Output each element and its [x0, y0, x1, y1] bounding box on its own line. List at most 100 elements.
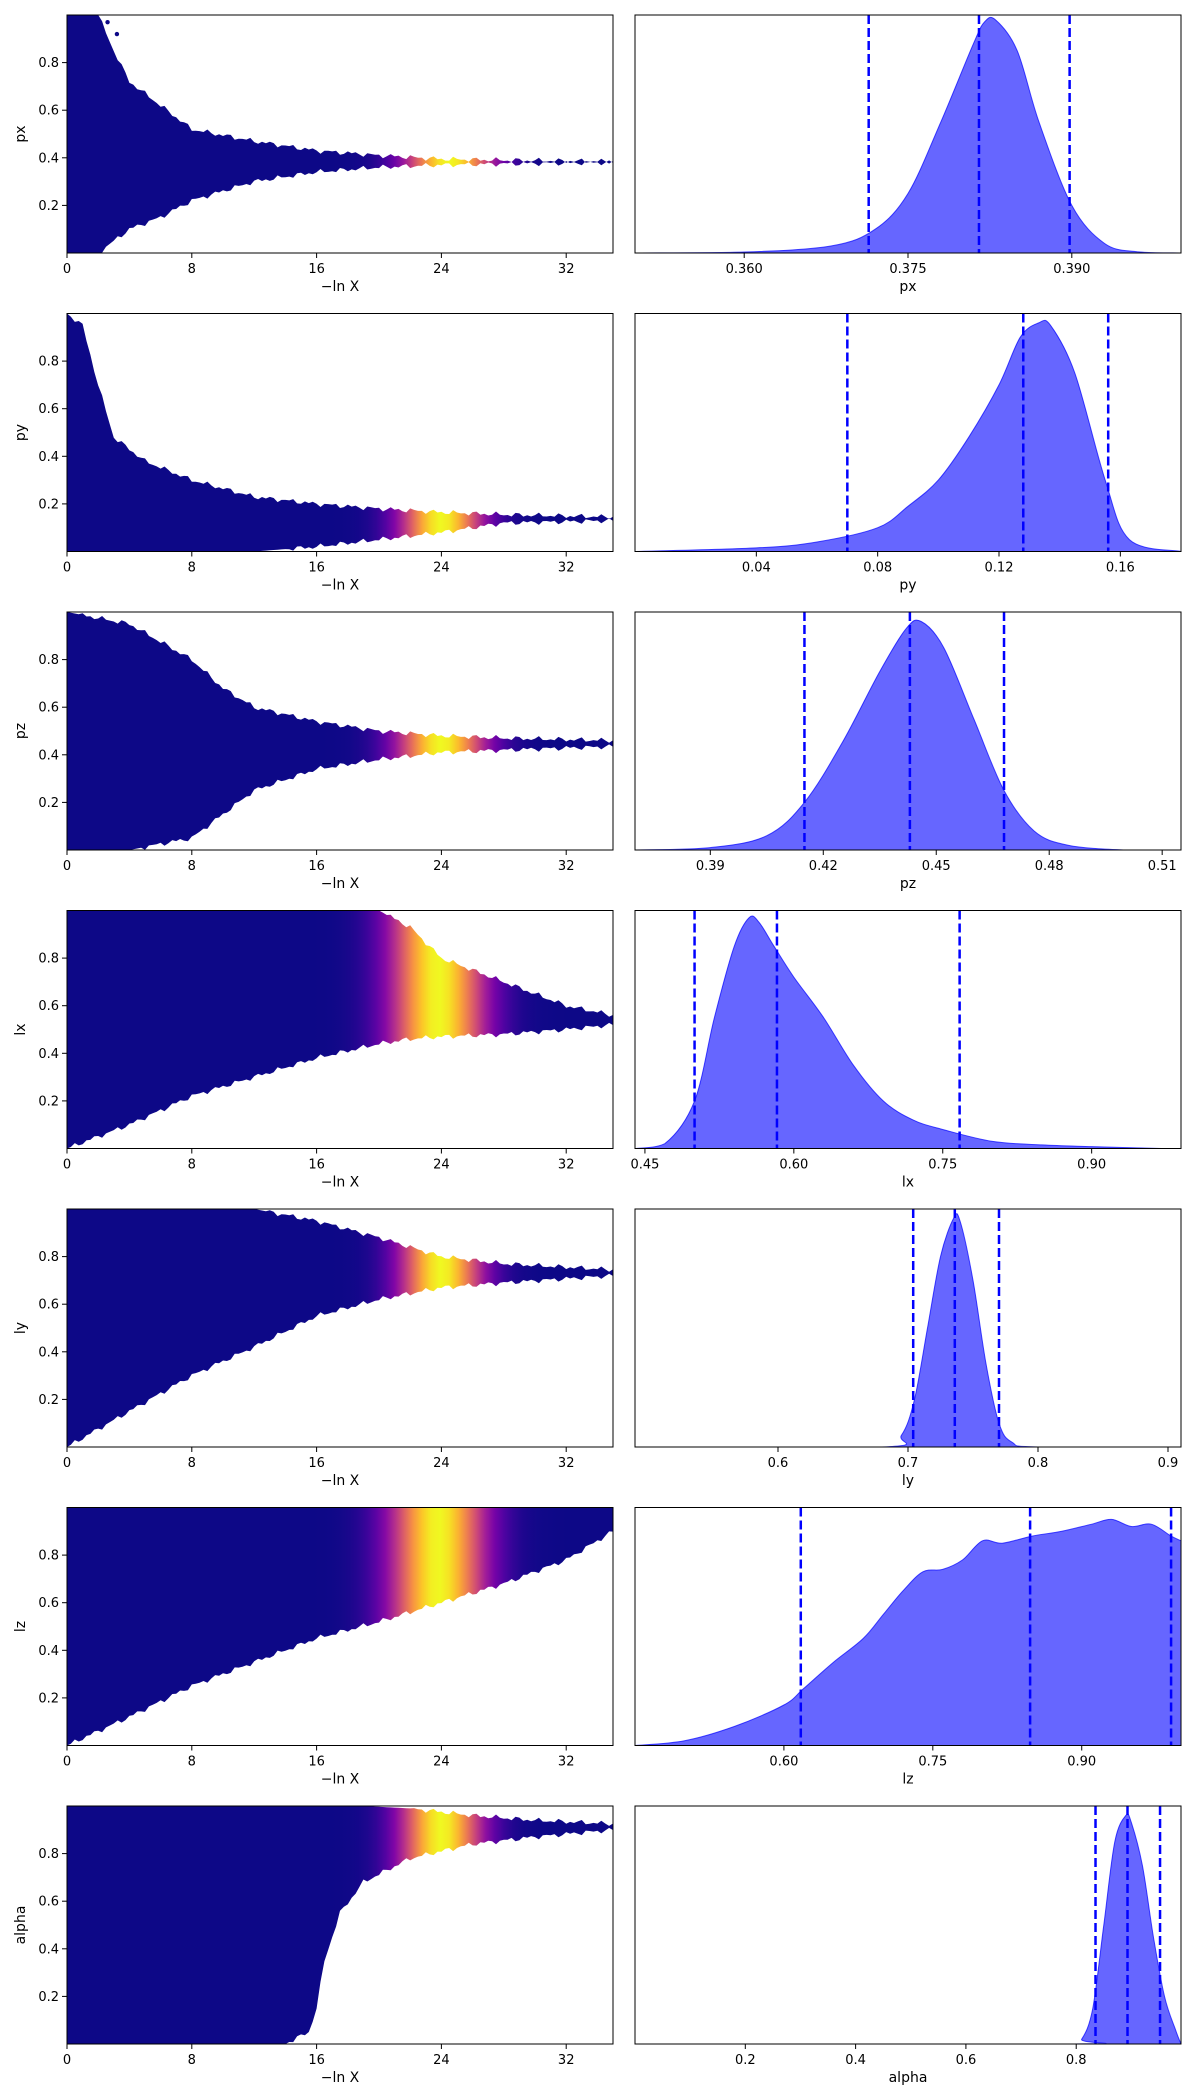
x-tick-label: 32	[558, 262, 575, 277]
x-axis-label: pz	[900, 876, 916, 892]
x-tick-label: 16	[308, 859, 325, 874]
y-tick-label: 0.2	[38, 1094, 59, 1109]
x-tick-label: 16	[308, 2053, 325, 2068]
x-tick-label: 16	[308, 1158, 325, 1173]
x-tick-label: 0.45	[630, 1158, 659, 1173]
axes-frame	[66, 1208, 614, 1448]
y-tick-label: 0.2	[38, 1393, 59, 1408]
x-tick-label: 8	[188, 561, 196, 576]
y-axis-label: px	[13, 125, 29, 142]
axes-frame	[634, 910, 1182, 1149]
y-tick-label: 0.2	[38, 1691, 59, 1706]
x-tick-label: 0.375	[889, 262, 926, 277]
x-tick-label: 0	[63, 1755, 71, 1770]
scatter-points-alpha	[67, 1806, 613, 2044]
y-axis-label: lz	[13, 1621, 29, 1632]
x-tick-label: 32	[558, 561, 575, 576]
density-area-lz	[635, 1518, 1181, 1746]
x-tick-label: 24	[433, 262, 450, 277]
x-axis-label: −ln X	[321, 1175, 360, 1191]
x-tick-label: 0.42	[809, 859, 838, 874]
y-axis-label: py	[13, 424, 29, 441]
x-tick-label: 0.60	[769, 1755, 798, 1770]
x-axis-label: py	[899, 578, 916, 594]
subplot-alpha-scatter: 0.2 0.4 0.6 0.8 alpha 0 8 16 24 32 −ln X	[13, 1805, 614, 2086]
axes-frame	[66, 611, 614, 851]
x-tick-label: 24	[433, 1755, 450, 1770]
y-tick-label: 0.6	[38, 402, 59, 417]
y-tick-label: 0.2	[38, 1990, 59, 2005]
axes-frame	[66, 1805, 614, 2045]
axes-frame	[634, 611, 1182, 851]
y-tick-label: 0.8	[38, 355, 59, 370]
y-tick-label: 0.8	[38, 653, 59, 668]
subplot-px-scatter: 0.2 0.4 0.6 0.8 px 0 8 16 24 32 −ln X	[13, 14, 614, 295]
x-axis-label: lz	[902, 1772, 913, 1788]
x-tick-label: 0	[63, 1456, 71, 1471]
subplot-alpha-area: 0.2 0.4 0.6 0.8 alpha	[634, 1805, 1182, 2086]
axes-frame	[634, 313, 1182, 552]
x-axis-label: alpha	[889, 2070, 928, 2086]
y-tick-label: 0.4	[38, 748, 59, 763]
axes-frame	[634, 1805, 1182, 2045]
x-tick-label: 24	[433, 1158, 450, 1173]
x-tick-label: 24	[433, 561, 450, 576]
y-tick-label: 0.4	[38, 1644, 59, 1659]
y-tick-label: 0.8	[38, 952, 59, 967]
x-tick-label: 0.48	[1035, 859, 1064, 874]
y-tick-label: 0.2	[38, 199, 59, 214]
y-axis-label: alpha	[13, 1906, 29, 1945]
x-axis-label: ly	[902, 1473, 914, 1489]
y-axis-label: lx	[13, 1023, 29, 1035]
axes-frame	[66, 14, 614, 254]
scatter-points-py	[67, 313, 613, 552]
x-tick-label: 0.39	[696, 859, 725, 874]
density-area-pz	[635, 619, 1181, 850]
x-axis-label: px	[899, 279, 916, 295]
density-area-ly	[635, 1213, 1181, 1447]
x-tick-label: 0.6	[768, 1456, 789, 1471]
y-tick-label: 0.4	[38, 450, 59, 465]
scatter-points-ly	[67, 1209, 613, 1447]
x-axis-label: −ln X	[321, 2070, 360, 2086]
axes-frame	[66, 910, 614, 1149]
x-tick-label: 0.9	[1158, 1456, 1179, 1471]
density-area-lx	[635, 915, 1181, 1149]
y-tick-label: 0.2	[38, 796, 59, 811]
subplot-ly-area: 0.6 0.7 0.8 0.9 ly	[634, 1208, 1182, 1489]
y-tick-label: 0.8	[38, 1250, 59, 1265]
axes-frame	[66, 1507, 614, 1746]
y-tick-label: 0.6	[38, 1298, 59, 1313]
y-tick-label: 0.2	[38, 497, 59, 512]
y-tick-label: 0.4	[38, 1942, 59, 1957]
x-tick-label: 16	[308, 262, 325, 277]
x-tick-label: 0.390	[1053, 262, 1090, 277]
x-tick-label: 0.7	[898, 1456, 919, 1471]
x-tick-label: 0	[63, 561, 71, 576]
x-tick-label: 8	[188, 859, 196, 874]
x-tick-label: 0.75	[918, 1755, 947, 1770]
density-area-px	[635, 16, 1181, 253]
y-tick-label: 0.6	[38, 1596, 59, 1611]
scatter-points-pz	[67, 612, 613, 850]
y-tick-label: 0.6	[38, 104, 59, 119]
x-tick-label: 0.6	[956, 2053, 977, 2068]
scatter-points-lx	[67, 910, 613, 1149]
x-tick-label: 0.08	[863, 561, 892, 576]
x-tick-label: 8	[188, 1456, 196, 1471]
x-tick-label: 0	[63, 2053, 71, 2068]
x-tick-label: 24	[433, 1456, 450, 1471]
x-tick-label: 0.4	[845, 2053, 866, 2068]
x-tick-label: 32	[558, 1755, 575, 1770]
y-tick-label: 0.6	[38, 999, 59, 1014]
y-tick-label: 0.4	[38, 151, 59, 166]
density-area-alpha	[635, 1813, 1181, 2044]
x-tick-label: 0.51	[1148, 859, 1177, 874]
subplot-px-area: 0.360 0.375 0.390 px	[634, 14, 1182, 295]
x-tick-label: 0.16	[1106, 561, 1135, 576]
x-tick-label: 0.8	[1028, 1456, 1049, 1471]
x-tick-label: 0.90	[1077, 1158, 1106, 1173]
subplot-pz-scatter: 0.2 0.4 0.6 0.8 pz 0 8 16 24 32 −ln X	[13, 611, 614, 892]
x-tick-label: 0.12	[985, 561, 1014, 576]
subplot-lz-scatter: 0.2 0.4 0.6 0.8 lz 0 8 16 24 32 −ln X	[13, 1507, 614, 1788]
